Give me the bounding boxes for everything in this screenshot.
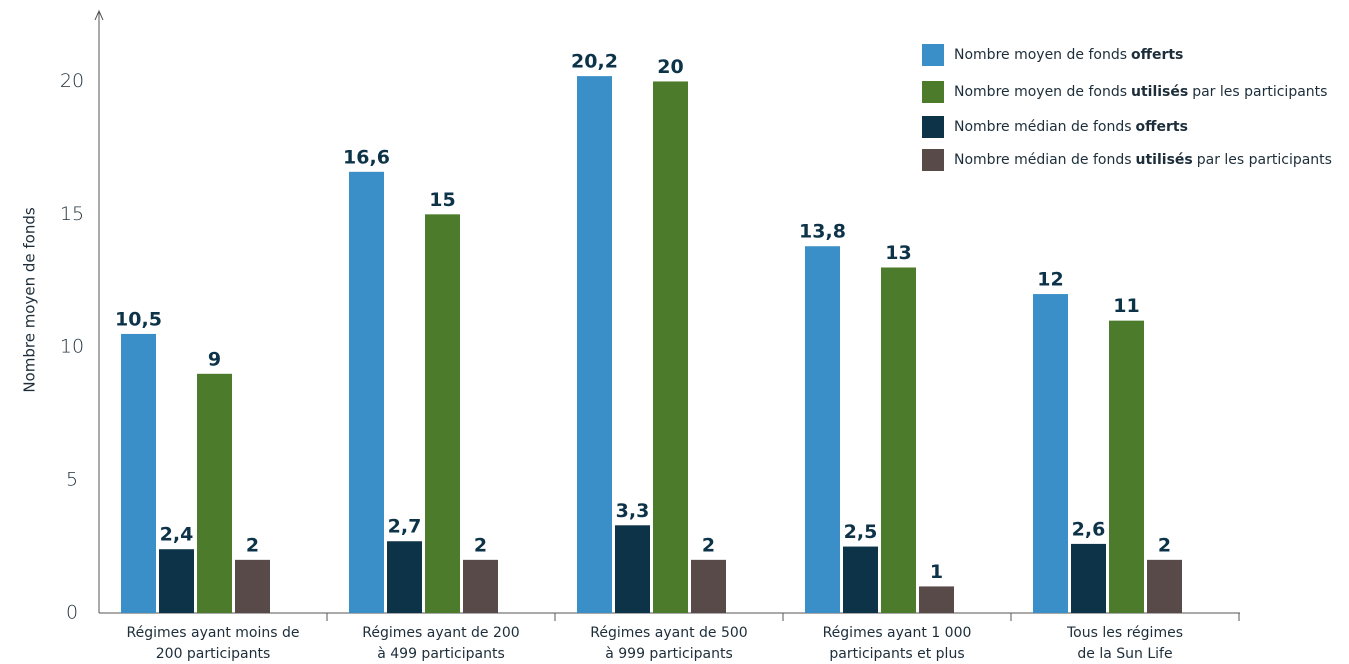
value-label: 13 — [885, 242, 911, 264]
bar — [387, 541, 422, 613]
x-tick-label: Régimes ayant de 500 — [590, 625, 747, 641]
bar — [919, 586, 954, 613]
legend-text: utilisés — [1131, 84, 1188, 100]
bar — [881, 267, 916, 613]
legend-text: utilisés — [1136, 152, 1193, 168]
value-label: 13,8 — [799, 221, 846, 243]
bar — [425, 214, 460, 614]
value-label: 2 — [246, 534, 259, 556]
value-label: 2 — [474, 534, 487, 556]
y-tick-label: 0 — [66, 602, 78, 624]
value-label: 15 — [429, 189, 455, 211]
x-tick-label: à 499 participants — [377, 646, 505, 662]
x-tick-label: à 999 participants — [605, 646, 733, 662]
x-tick-label: Régimes ayant moins de — [127, 625, 300, 641]
y-tick-label: 5 — [66, 469, 78, 491]
bar — [1109, 320, 1144, 613]
bar — [653, 81, 688, 613]
value-label: 10,5 — [115, 308, 162, 330]
bar — [121, 333, 156, 613]
bar — [159, 549, 194, 613]
y-tick-label: 20 — [60, 70, 84, 92]
value-label: 9 — [208, 348, 221, 370]
y-axis-arrow — [94, 9, 104, 21]
bar — [1033, 294, 1068, 613]
y-tick-label: 10 — [60, 336, 84, 358]
value-label: 16,6 — [343, 146, 390, 168]
legend-label: Nombre médian de fonds utilisés par les pa… — [954, 152, 1332, 168]
value-label: 2 — [1158, 534, 1171, 556]
bar — [577, 76, 612, 613]
legend-text: par les participants — [1192, 84, 1327, 100]
x-tick-label: Régimes ayant de 200 — [362, 625, 519, 641]
legend-text: Nombre moyen de fonds — [954, 84, 1127, 100]
legend-text: offerts — [1131, 47, 1183, 63]
legend-text: Nombre médian de fonds — [954, 152, 1132, 168]
value-label: 2,7 — [388, 516, 422, 538]
legend-text: offerts — [1136, 119, 1188, 135]
value-label: 1 — [930, 561, 943, 583]
x-tick-label: participants et plus — [829, 646, 964, 662]
value-label: 20,2 — [571, 51, 618, 73]
bar — [463, 559, 498, 613]
bar — [197, 373, 232, 613]
bar — [1071, 543, 1106, 613]
value-label: 20 — [657, 56, 683, 78]
legend-swatch — [922, 116, 944, 138]
value-label: 2,4 — [160, 524, 194, 546]
bar — [691, 559, 726, 613]
value-label: 11 — [1113, 295, 1139, 317]
value-label: 2,6 — [1072, 518, 1106, 540]
value-label: 2 — [702, 534, 715, 556]
legend-text: Nombre médian de fonds — [954, 119, 1132, 135]
bar — [1147, 559, 1182, 613]
bar — [843, 546, 878, 613]
legend-text: par les participants — [1197, 152, 1332, 168]
legend-label: Nombre médian de fonds offerts — [954, 119, 1188, 135]
y-tick-label: 15 — [60, 203, 84, 225]
y-axis-label: Nombre moyen de fonds — [21, 207, 39, 393]
legend-swatch — [922, 44, 944, 66]
legend-swatch — [922, 149, 944, 171]
bar — [615, 525, 650, 613]
x-tick-label: Régimes ayant 1 000 — [823, 625, 972, 641]
value-label: 3,3 — [616, 500, 650, 522]
x-tick-label: 200 participants — [156, 646, 270, 662]
value-label: 2,5 — [844, 521, 878, 543]
legend-label: Nombre moyen de fonds offerts — [954, 47, 1183, 63]
legend-swatch — [922, 81, 944, 103]
value-label: 12 — [1037, 269, 1063, 291]
x-tick-label: de la Sun Life — [1077, 646, 1172, 662]
bar — [235, 559, 270, 613]
legend-text: Nombre moyen de fonds — [954, 47, 1127, 63]
bar — [349, 171, 384, 613]
legend-label: Nombre moyen de fonds utilisés par les par… — [954, 84, 1327, 100]
bar — [805, 246, 840, 613]
x-tick-label: Tous les régimes — [1066, 625, 1183, 641]
